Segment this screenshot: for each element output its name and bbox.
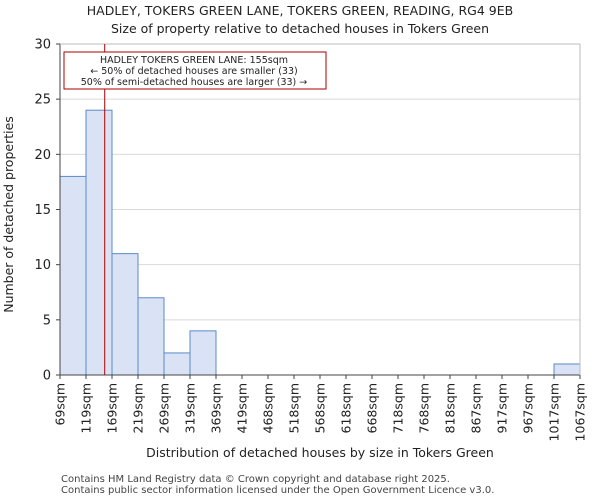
y-tick-label: 20 (34, 148, 51, 163)
bar (59, 175, 87, 376)
x-tick-label: 1067sqm (573, 383, 588, 441)
bar (137, 297, 165, 376)
chart-subtitle: Size of property relative to detached ho… (110, 21, 490, 36)
x-tick-label: 718sqm (391, 383, 406, 433)
x-tick-label: 69sqm (53, 383, 68, 426)
x-tick-label: 1017sqm (547, 383, 562, 441)
bar (189, 330, 217, 376)
x-tick-label: 219sqm (131, 383, 146, 433)
x-axis-title: Distribution of detached houses by size … (146, 445, 494, 460)
bar (163, 352, 191, 376)
x-tick-label: 768sqm (417, 383, 432, 433)
bar (85, 109, 113, 376)
x-tick-label: 369sqm (209, 383, 224, 433)
x-tick-label: 169sqm (105, 383, 120, 433)
y-tick-label: 10 (34, 258, 51, 273)
x-tick-label: 419sqm (235, 383, 250, 433)
footer-licence: Contains public sector information licen… (61, 485, 495, 496)
y-tick-label: 30 (34, 38, 51, 53)
y-tick-label: 15 (34, 203, 51, 218)
x-tick-label: 618sqm (339, 383, 354, 433)
x-tick-label: 269sqm (157, 383, 172, 433)
x-tick-label: 917sqm (495, 383, 510, 433)
x-tick-label: 319sqm (183, 383, 198, 433)
chart-title: HADLEY, TOKERS GREEN LANE, TOKERS GREEN,… (86, 3, 514, 18)
x-tick-label: 518sqm (287, 383, 302, 433)
annotation-line: ← 50% of detached houses are smaller (33… (90, 66, 297, 77)
y-tick-label: 0 (43, 369, 51, 384)
y-tick-label: 25 (34, 93, 51, 108)
footer-copyright: Contains HM Land Registry data © Crown c… (61, 474, 450, 485)
annotation-box (63, 51, 327, 90)
x-tick-label: 568sqm (313, 383, 328, 433)
x-tick-label: 818sqm (443, 383, 458, 433)
y-axis-title: Number of detached properties (1, 116, 16, 313)
bar (553, 363, 581, 376)
x-tick-label: 967sqm (521, 383, 536, 433)
x-tick-label: 468sqm (261, 383, 276, 433)
x-tick-label: 867sqm (469, 383, 484, 433)
x-tick-label: 119sqm (79, 383, 94, 433)
bar (111, 253, 139, 376)
annotation-line: HADLEY TOKERS GREEN LANE: 155sqm (100, 55, 288, 66)
y-tick-label: 5 (43, 313, 51, 328)
x-tick-label: 668sqm (365, 383, 380, 433)
annotation-line: 50% of semi-detached houses are larger (… (81, 77, 308, 88)
